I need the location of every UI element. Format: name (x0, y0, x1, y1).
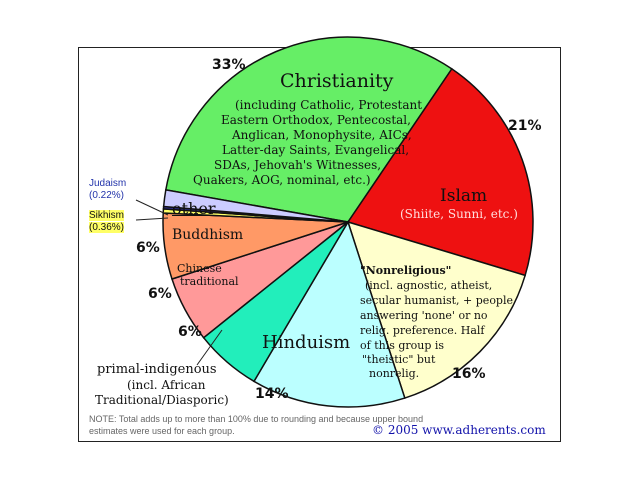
footer-note-line-2: estimates were used for each group. (89, 426, 235, 436)
hinduism-title: Hinduism (262, 332, 351, 353)
nonreligious-detail-2: secular humanist, + people (360, 294, 514, 307)
nonreligious-detail-3: answering 'none' or no (360, 309, 488, 322)
buddhism-percent: 6% (136, 240, 160, 256)
judaism-title: Judaism (89, 178, 127, 189)
nonreligious-detail-7: nonrelig. (369, 367, 420, 380)
buddhism-title: Buddhism (172, 227, 244, 243)
slice-islam (346, 67, 534, 277)
islam-title: Islam (440, 186, 488, 206)
slice-nonreligious (346, 220, 527, 400)
judaism-leader-line (135, 199, 169, 216)
nonreligious-title: "Nonreligious" (360, 264, 452, 277)
christianity-percent: 33% (212, 57, 246, 73)
christianity-detail-1: (including Catholic, Protestant (235, 98, 423, 112)
primal-detail-1: (incl. African (127, 378, 206, 392)
other-title: other (172, 199, 216, 218)
chinese-title-1: Chinese (177, 262, 222, 275)
primal-percent: 6% (178, 324, 202, 340)
nonreligious-percent: 16% (452, 366, 486, 382)
footer-note-line-1: NOTE: Total adds up to more than 100% du… (89, 414, 424, 424)
primal-title: primal-indigenous (97, 362, 217, 377)
christianity-detail-6: Quakers, AOG, nominal, etc.) (193, 173, 371, 187)
primal-leader-line (196, 329, 223, 366)
christianity-detail-3: Anglican, Monophysite, AICs, (232, 128, 412, 142)
nonreligious-detail-6: "theistic" but (362, 353, 436, 366)
hinduism-percent: 14% (255, 386, 289, 402)
primal-detail-2: Traditional/Diasporic) (95, 393, 229, 407)
islam-percent: 21% (508, 118, 542, 134)
judaism-percent: (0.22%) (89, 190, 125, 201)
nonreligious-detail-4: relig. preference. Half (360, 324, 485, 337)
sikhism-title: Sikhism (89, 210, 125, 221)
slice-other (162, 189, 349, 223)
copyright-link[interactable]: © 2005 www.adherents.com (372, 423, 546, 437)
christianity-detail-4: Latter-day Saints, Evangelical, (222, 143, 410, 157)
christianity-detail-5: SDAs, Jehovah's Witnesses, (214, 158, 382, 172)
chinese-percent: 6% (148, 286, 172, 302)
sikhism-percent: (0.36%) (89, 222, 125, 233)
slice-christianity (164, 36, 453, 223)
nonreligious-detail-1: (incl. agnostic, atheist, (365, 279, 493, 292)
sikhism-leader-line (135, 217, 169, 221)
slice-hinduism (252, 220, 406, 408)
christianity-title: Christianity (280, 70, 394, 92)
chinese-title-2: traditional (180, 275, 239, 288)
islam-detail: (Shiite, Sunni, etc.) (400, 207, 518, 221)
nonreligious-detail-5: of this group is (360, 339, 445, 352)
christianity-detail-2: Eastern Orthodox, Pentecostal, (221, 113, 411, 127)
